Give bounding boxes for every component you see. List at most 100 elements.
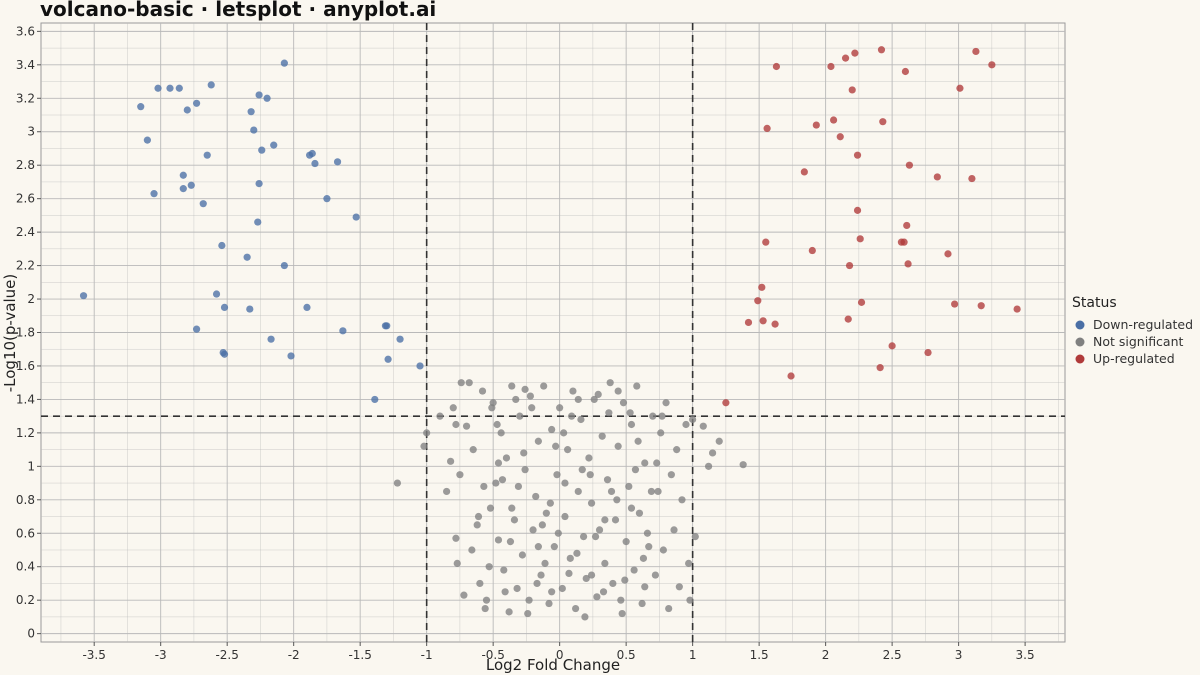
not-significant-point [565,569,573,578]
y-axis-label: -Log10(p-value) [1,274,19,393]
up-regulated-point [771,320,779,328]
not-significant-point [542,509,550,517]
not-significant-point [673,446,681,454]
not-significant-point [529,526,537,534]
down-regulated-point [383,322,391,330]
not-significant-point [682,420,690,429]
not-significant-point [657,429,665,437]
not-significant-point [630,566,638,574]
x-tick-label: 0.5 [617,648,636,662]
threshold-lines [41,23,1065,642]
down-regulated-point [323,195,331,203]
not-significant-point [500,566,508,574]
not-significant-point [486,504,495,512]
not-significant-point [558,584,566,593]
not-significant-point [601,516,609,524]
not-significant-point [641,583,649,591]
up-regulated-point [853,151,862,159]
not-significant-point [498,476,507,484]
not-significant-point [478,387,487,395]
down-regulated-point [311,159,319,168]
up-regulated-point [944,250,952,258]
not-significant-point [587,499,596,507]
not-significant-point [532,492,540,501]
not-significant-point [579,533,588,541]
not-significant-point [534,543,542,551]
not-significant-point [538,521,546,529]
up-regulated-point [759,317,767,325]
down-regulated-point [143,136,151,144]
not-significant-point [493,420,501,429]
not-significant-point [593,593,601,601]
y-tick-label: 0.6 [16,526,35,540]
down-regulated-point [255,180,263,188]
not-significant-point [554,529,562,537]
not-significant-point [469,446,477,454]
not-significant-point [533,579,541,588]
not-significant-point [662,399,670,407]
not-significant-point [545,599,553,608]
not-significant-point [436,412,444,420]
x-tick-label: 1 [689,648,697,662]
y-tick-label: 2.6 [16,192,35,206]
not-significant-point [689,415,697,424]
up-regulated-point [857,298,866,306]
not-significant-point [494,536,503,544]
down-regulated-point [416,362,424,370]
up-regulated-point [956,84,964,92]
down-regulated-point [220,303,229,312]
up-regulated-point [808,246,816,255]
not-significant-point [595,526,604,534]
not-significant-point [675,583,683,591]
legend-label: Not significant [1093,334,1184,349]
x-axis-ticks: -3.5 -3 -2.5 -2 -1.5 -1 -0.5 0 0.5 1 1.5 2 2.5 3 3.5 [82,642,1035,662]
y-tick-label: 3 [27,125,35,139]
not-significant-point [585,454,593,462]
not-significant-point [598,432,606,440]
up-regulated-point [905,161,914,169]
up-regulated-point [845,261,854,270]
not-significant-point [423,429,431,437]
down-regulated-point [308,149,316,158]
not-significant-point [420,442,428,450]
not-significant-point [609,579,617,588]
x-tick-label: -0.5 [481,648,504,662]
down-regulated-point [175,84,183,92]
not-significant-point [564,446,572,454]
not-significant-point [574,395,582,404]
not-significant-point [581,613,589,621]
up-regulated-point [851,49,859,57]
legend-key [1075,354,1085,364]
down-regulated-point [254,218,262,226]
not-significant-point [670,526,678,534]
not-significant-point [631,466,640,474]
not-significant-point [456,471,464,479]
not-significant-point [460,591,468,599]
down-regulated-point [137,103,145,111]
not-significant-point [508,504,516,512]
not-significant-point [605,409,613,417]
not-significant-point [627,504,636,512]
not-significant-point [524,609,532,618]
up-regulated-point [763,124,771,132]
not-significant-point [678,496,686,504]
x-tick-label: 3 [955,648,963,662]
not-significant-point [546,499,554,507]
y-tick-label: 2.8 [16,158,35,172]
not-significant-point [653,459,661,467]
not-significant-point [619,399,628,407]
not-significant-point [607,487,616,496]
not-significant-point [534,437,542,445]
down-regulated-point [192,325,201,333]
not-significant-point [635,509,644,517]
not-significant-point [658,412,666,420]
down-regulated-point [339,327,347,335]
legend-label: Down-regulated [1093,317,1193,332]
not-significant-point [552,442,560,450]
not-significant-point [614,387,622,395]
not-significant-point [512,395,520,404]
x-tick-label: -3.5 [82,648,105,662]
y-tick-label: 0.4 [16,560,35,574]
x-tick-label: 2.5 [883,648,902,662]
not-significant-point [622,538,630,546]
